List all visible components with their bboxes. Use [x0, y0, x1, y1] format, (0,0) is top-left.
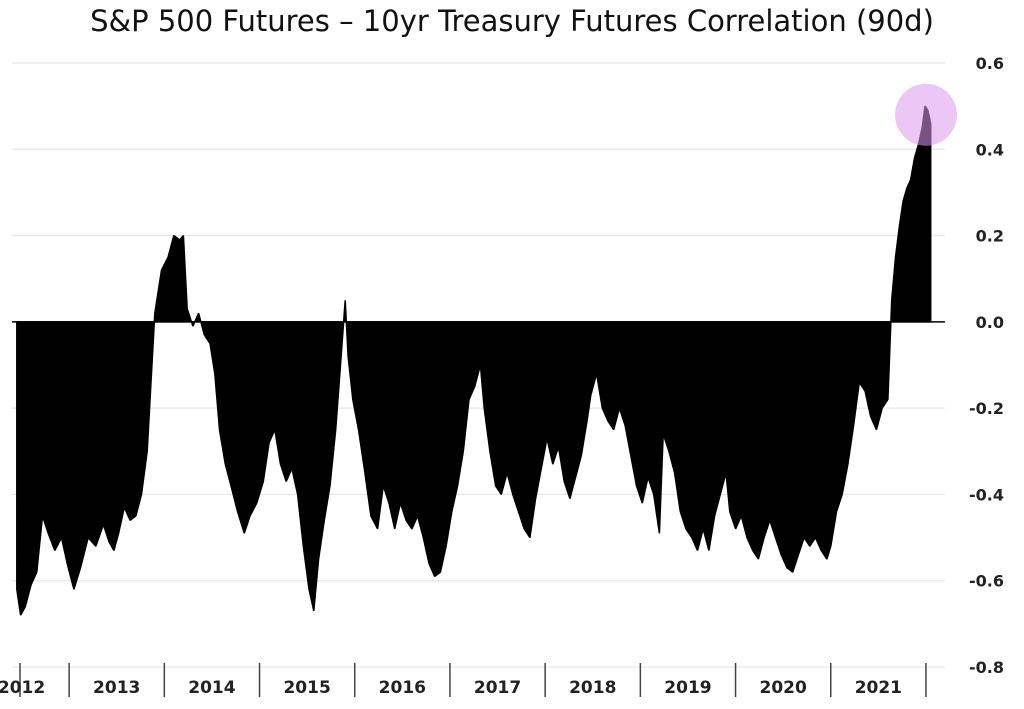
x-tick-label: 2019	[664, 678, 711, 698]
y-tick-label: 0.2	[976, 227, 1004, 246]
y-tick-label: -0.8	[969, 658, 1004, 677]
y-tick-label: 0.6	[976, 54, 1004, 73]
x-tick-label: 2018	[569, 678, 616, 698]
x-tick-label: 2013	[93, 678, 140, 698]
y-tick-label: -0.4	[969, 485, 1004, 504]
peak-highlight-circle	[894, 83, 957, 146]
x-axis: 2012 2013 2014 2015 2016 2017 2018 2019 2020 2021	[0, 663, 927, 698]
x-tick-label: 2015	[283, 678, 330, 698]
x-tick-label: 2021	[855, 678, 902, 698]
y-tick-label: 0.4	[976, 140, 1004, 159]
x-tick-label: 2012	[0, 678, 45, 698]
x-tick-label: 2016	[379, 678, 426, 698]
y-axis-ticks: 0.6 0.4 0.2 0.0 -0.2 -0.4 -0.6 -0.8	[969, 54, 1004, 677]
chart-title: S&P 500 Futures – 10yr Treasury Futures …	[90, 4, 934, 38]
y-tick-label: -0.2	[969, 399, 1004, 418]
x-tick-label: 2017	[474, 678, 521, 698]
x-tick-label: 2014	[188, 678, 235, 698]
y-tick-label: -0.6	[969, 572, 1004, 591]
y-tick-label: 0.0	[976, 313, 1004, 332]
x-tick-label: 2020	[759, 678, 806, 698]
series-area	[16, 105, 932, 616]
gridlines	[12, 62, 945, 668]
